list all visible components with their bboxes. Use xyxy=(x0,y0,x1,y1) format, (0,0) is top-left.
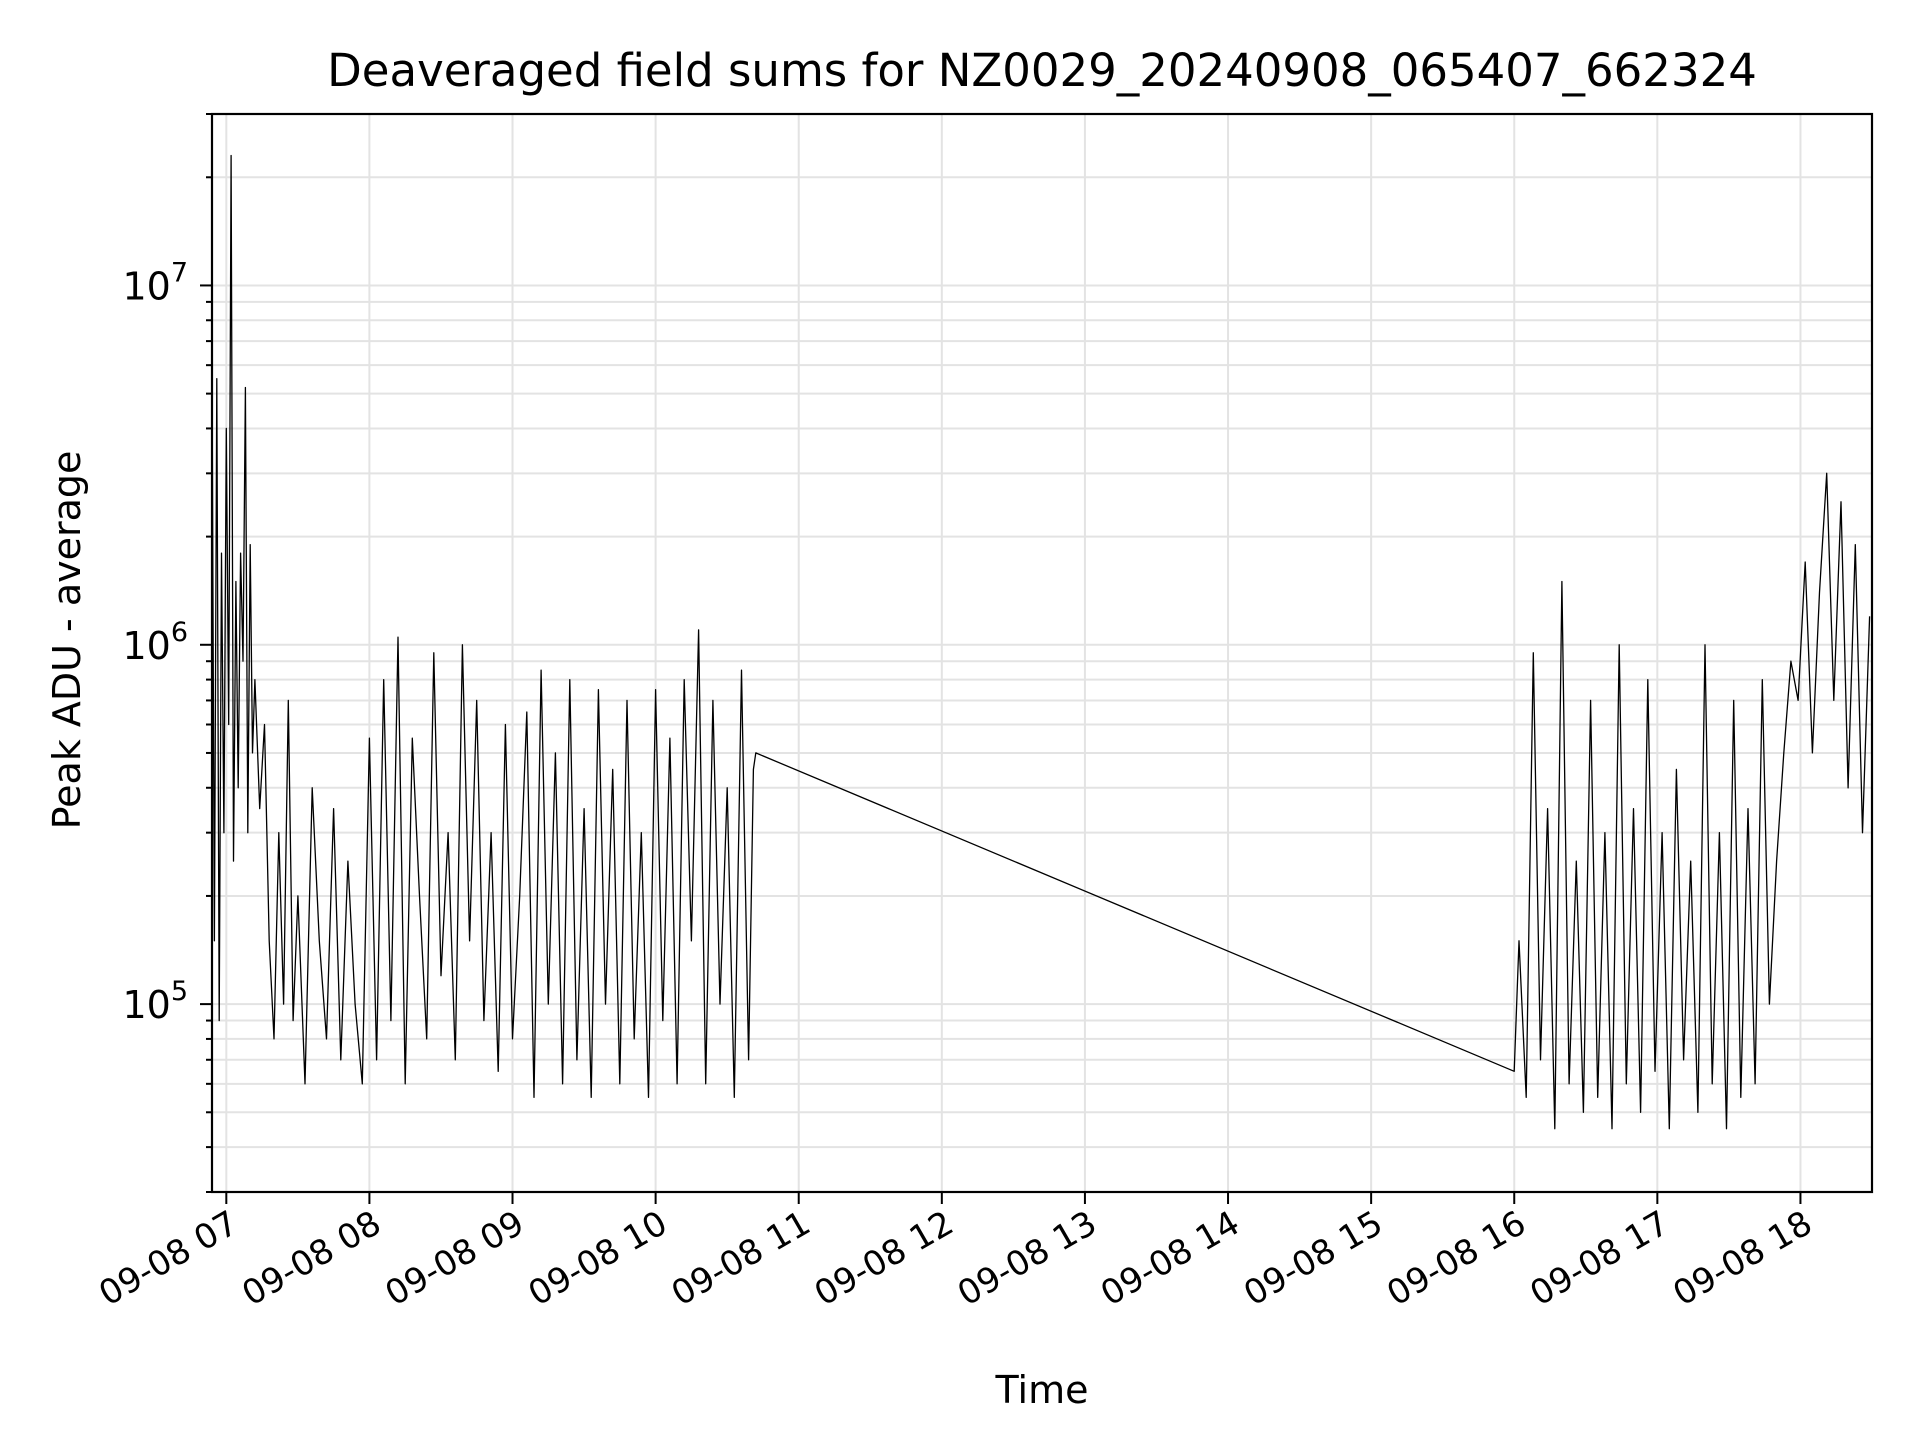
plot-frame xyxy=(210,112,1874,1194)
y-tick-exponent: 7 xyxy=(171,257,188,288)
y-tick-label: 105 xyxy=(122,976,188,1027)
y-tick-exponent: 5 xyxy=(171,976,188,1007)
x-axis-label: Time xyxy=(995,1368,1089,1412)
y-tick-base: 10 xyxy=(122,983,170,1027)
y-tick-exponent: 6 xyxy=(171,617,188,648)
y-tick-label: 107 xyxy=(122,257,188,308)
y-tick-base: 10 xyxy=(122,624,170,668)
y-tick-label: 106 xyxy=(122,617,188,668)
y-axis-label: Peak ADU - average xyxy=(45,451,89,830)
chart-title: Deaveraged field sums for NZ0029_2024090… xyxy=(327,44,1757,97)
y-tick-base: 10 xyxy=(122,264,170,308)
series-line xyxy=(211,154,1871,1130)
